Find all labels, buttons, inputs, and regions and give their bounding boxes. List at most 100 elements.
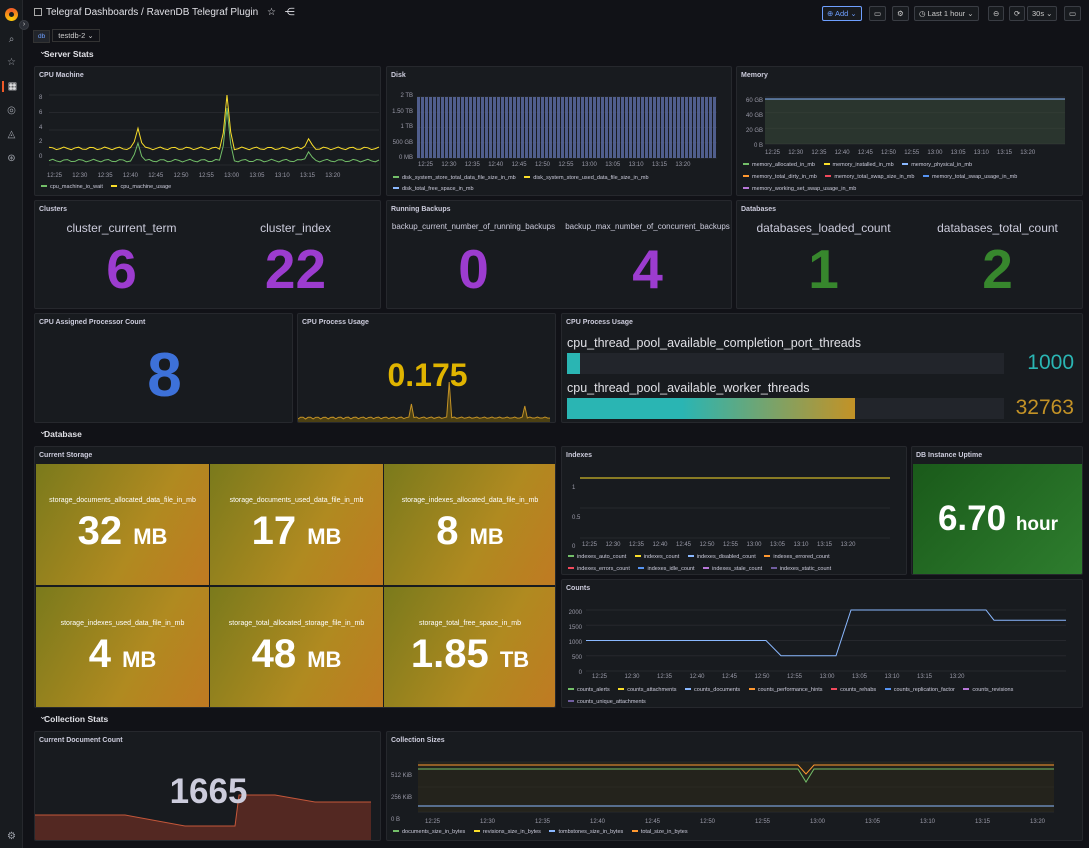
legend-item[interactable]: counts_alerts — [568, 687, 610, 693]
dashboards-icon[interactable]: ▦ — [2, 81, 21, 92]
bar — [473, 97, 476, 158]
grafana-logo-icon[interactable] — [5, 8, 18, 21]
star-icon[interactable]: ☆ — [7, 57, 16, 68]
legend-item[interactable]: tombstones_size_in_bytes — [549, 829, 623, 835]
x-tick-label: 12:40 — [590, 819, 606, 825]
legend-item[interactable]: disk_system_store_used_data_file_size_in… — [524, 175, 649, 181]
legend-item[interactable]: counts_rehabs — [831, 687, 876, 693]
compass-icon[interactable]: ◎ — [7, 105, 16, 116]
panel-title: Current Document Count — [39, 737, 123, 744]
series-line — [418, 768, 1054, 783]
legend-item[interactable]: disk_system_store_total_data_file_size_i… — [393, 175, 516, 181]
x-tick-label: 13:00 — [581, 162, 597, 168]
storage-tile: storage_total_free_space_in_mb 1.85 TB — [383, 586, 555, 707]
legend-item[interactable]: indexes_errors_count — [568, 566, 630, 572]
x-tick-label: 12:30 — [788, 150, 804, 156]
x-tick-label: 12:55 — [558, 162, 574, 168]
legend-item[interactable]: counts_documents — [685, 687, 740, 693]
refresh-icon[interactable]: ⟳ — [1009, 6, 1026, 21]
gear-icon[interactable]: ⚙ — [7, 831, 16, 842]
legend: counts_alerts counts_attachments counts_… — [568, 684, 1020, 707]
bar — [517, 97, 520, 158]
legend-item[interactable]: indexes_stale_count — [703, 566, 762, 572]
top-bar: Telegraf Dashboards / RavenDB Telegraf P… — [24, 0, 1089, 26]
row-database[interactable]: Database — [39, 426, 82, 439]
time-range-picker[interactable]: ◷ Last 1 hour ⌄ — [914, 6, 979, 21]
y-axis: 1 0.5 0 — [572, 485, 581, 550]
legend-item[interactable]: indexes_static_count — [770, 566, 831, 572]
star-icon[interactable]: ☆ — [266, 7, 276, 18]
stat-value: 22 — [264, 238, 327, 300]
memory-chart — [765, 96, 1065, 145]
legend-item[interactable]: revisions_size_in_bytes — [473, 829, 541, 835]
cpu-machine-chart — [48, 94, 380, 166]
tv-mode-icon[interactable]: ▭ — [1064, 6, 1082, 21]
legend-item[interactable]: memory_allocated_in_mb — [743, 162, 815, 168]
connections-icon[interactable]: ⊛ — [7, 153, 16, 164]
x-tick-label: 12:55 — [198, 173, 214, 179]
bar — [713, 97, 716, 158]
legend-item[interactable]: memory_total_swap_size_in_mb — [825, 174, 914, 180]
x-tick-label: 12:30 — [605, 542, 621, 548]
storage-tile: storage_total_allocated_storage_file_in_… — [209, 586, 384, 707]
legend-item[interactable]: disk_total_free_space_in_mb — [393, 186, 474, 192]
panel-title: Indexes — [566, 452, 593, 459]
y-axis: 512 KiB 256 KiB 0 B — [391, 773, 413, 823]
x-tick-label: 12:50 — [881, 150, 897, 156]
legend-item[interactable]: counts_performance_hints — [748, 687, 823, 693]
bar — [657, 97, 660, 158]
search-icon[interactable]: ⌕ — [8, 34, 15, 45]
legend-item[interactable]: memory_total_dirty_in_mb — [743, 174, 817, 180]
chevron-right-icon[interactable]: › — [19, 20, 29, 30]
breadcrumb-root[interactable]: Telegraf Dashboards — [46, 7, 139, 18]
legend-item[interactable]: cpu_machine_io_wait — [41, 184, 103, 190]
bar — [705, 97, 708, 158]
refresh-interval[interactable]: 30s ⌄ — [1027, 6, 1058, 21]
settings-icon[interactable]: ⚙ — [892, 6, 909, 21]
bell-icon[interactable]: ◬ — [7, 129, 16, 140]
row-server-stats[interactable]: Server Stats — [39, 46, 94, 59]
x-tick-label: 12:25 — [765, 150, 781, 156]
tile-value: 4 MB — [88, 632, 157, 676]
variable-select[interactable]: testdb-2 ⌄ — [52, 29, 100, 42]
bar — [645, 97, 648, 158]
bar — [577, 97, 580, 158]
x-tick-label: 13:20 — [675, 162, 691, 168]
tile-label: storage_indexes_allocated_data_file_in_m… — [401, 497, 539, 504]
panel-current-document-count: Current Document Count 1665 — [34, 731, 381, 841]
bar — [417, 97, 420, 158]
x-tick-label: 13:05 — [865, 819, 881, 825]
sparkline-line — [35, 794, 371, 827]
legend-item[interactable]: indexes_errored_count — [764, 554, 830, 560]
bar — [461, 97, 464, 158]
legend-item[interactable]: indexes_disabled_count — [687, 554, 756, 560]
share-icon[interactable]: ⋲ — [284, 7, 295, 18]
legend-item[interactable]: indexes_auto_count — [568, 554, 626, 560]
row-collection-stats[interactable]: Collection Stats — [39, 711, 108, 724]
bar — [493, 97, 496, 158]
zoom-out-icon[interactable]: ⊖ — [988, 6, 1005, 21]
legend-item[interactable]: counts_replication_factor — [884, 687, 955, 693]
add-button[interactable]: ⊕ Add ⌄ — [822, 6, 862, 21]
bar — [625, 97, 628, 158]
legend-item[interactable]: indexes_count — [634, 554, 679, 560]
legend-item[interactable]: memory_working_set_swap_usage_in_mb — [743, 186, 856, 192]
bar-fill — [567, 398, 856, 419]
legend-item[interactable]: indexes_idle_count — [638, 566, 695, 572]
legend-item[interactable]: memory_installed_in_mb — [823, 162, 894, 168]
panel-title: Clusters — [39, 206, 68, 213]
legend-item[interactable]: counts_revisions — [963, 687, 1013, 693]
legend-item[interactable]: counts_attachments — [618, 687, 676, 693]
legend-item[interactable]: cpu_machine_usage — [111, 184, 171, 190]
legend-item[interactable]: memory_total_swap_usage_in_mb — [922, 174, 1017, 180]
legend-item[interactable]: counts_unique_attachments — [568, 699, 646, 705]
x-tick-label: 13:00 — [746, 542, 762, 548]
save-icon[interactable]: ▭ — [869, 6, 887, 21]
bar — [481, 97, 484, 158]
legend-item[interactable]: total_size_in_bytes — [631, 829, 688, 835]
legend-item[interactable]: memory_physical_in_mb — [902, 162, 972, 168]
x-tick-label: 12:30 — [72, 173, 88, 179]
bar — [441, 97, 444, 158]
series-line — [48, 94, 380, 151]
legend-item[interactable]: documents_size_in_bytes — [393, 829, 465, 835]
